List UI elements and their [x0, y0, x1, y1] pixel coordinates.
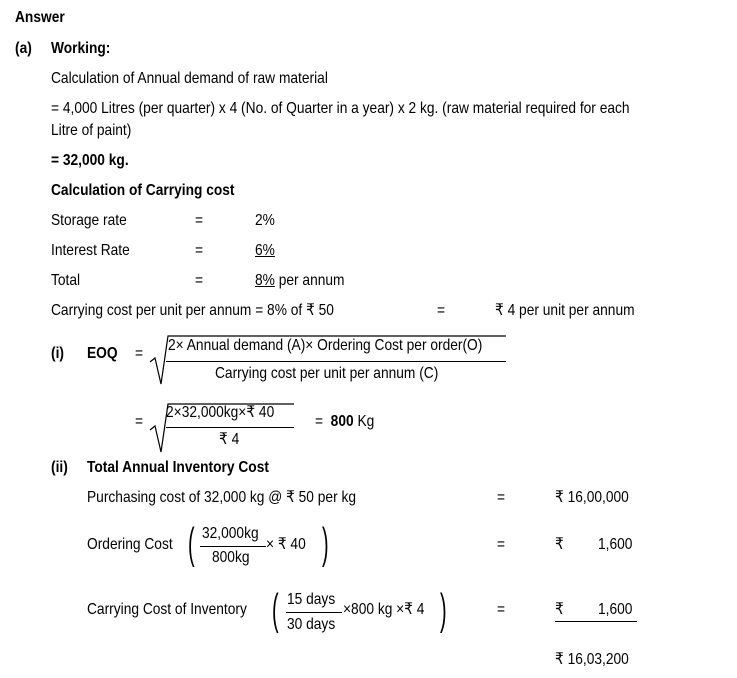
carrying-denominator: 30 days: [287, 616, 336, 633]
storage-rate-eq: =: [195, 212, 204, 229]
annual-demand-line1: = 4,000 Litres (per quarter) x 4 (No. of…: [51, 100, 630, 117]
grand-total: ₹ 16,03,200: [555, 651, 629, 668]
eoq-result: = 800 Kg: [315, 412, 374, 432]
per-unit-label: Carrying cost per unit per annum = 8% of…: [51, 302, 334, 319]
total-cost-title: Total Annual Inventory Cost: [87, 459, 269, 476]
eoq-result-eq: =: [315, 413, 324, 430]
eoq-formula-numerator: 2× Annual demand (A)× Ordering Cost per …: [168, 337, 483, 354]
total-rate-label: Total: [51, 272, 81, 289]
purchasing-eq: =: [497, 489, 506, 506]
eoq-formula-denominator: Carrying cost per unit per annum (C): [215, 365, 439, 382]
carrying-label: Carrying Cost of Inventory: [87, 601, 247, 618]
fraction-bar: [166, 427, 294, 428]
left-paren-icon: (: [188, 519, 195, 568]
part-a-label: (a): [15, 40, 32, 57]
answer-heading: Answer: [15, 9, 65, 26]
eoq-result-unit: Kg: [353, 413, 375, 430]
ordering-eq: =: [497, 536, 506, 553]
per-unit-value: ₹ 4 per unit per annum: [495, 302, 635, 319]
carrying-currency: ₹: [555, 601, 564, 618]
annual-demand-result: = 32,000 kg.: [51, 152, 129, 169]
ordering-multiplier: × ₹ 40: [266, 536, 306, 553]
per-unit-eq: =: [437, 302, 446, 319]
interest-rate-eq: =: [195, 242, 204, 259]
ordering-numerator: 32,000kg: [202, 525, 259, 542]
right-paren-icon: ): [322, 519, 329, 568]
eoq-calc-numerator: 2×32,000kg×₹ 40: [166, 404, 275, 421]
eoq-title: EOQ: [87, 345, 118, 362]
eoq-calc-eq: =: [135, 413, 144, 430]
total-cost-label: (ii): [51, 459, 68, 476]
carrying-cost-title: Calculation of Carrying cost: [51, 182, 235, 199]
purchasing-value: ₹ 16,00,000: [555, 489, 629, 506]
fraction-bar: [166, 361, 506, 362]
annual-demand-line2: Litre of paint): [51, 122, 132, 139]
total-rate-value: 8%: [255, 272, 275, 289]
right-paren-icon: ): [440, 585, 447, 634]
annual-demand-title: Calculation of Annual demand of raw mate…: [51, 70, 328, 87]
sqrt-icon: [149, 335, 506, 385]
total-underline: [555, 621, 637, 622]
carrying-value: 1,600: [598, 601, 633, 618]
sqrt-icon: [149, 403, 294, 453]
fraction-bar: [200, 546, 266, 547]
storage-rate-value: 2%: [255, 212, 275, 229]
eoq-calc-denominator: ₹ 4: [219, 431, 240, 448]
ordering-value: 1,600: [598, 536, 633, 553]
left-paren-icon: (: [272, 585, 279, 634]
eoq-label: (i): [51, 345, 64, 362]
total-rate-eq: =: [195, 272, 204, 289]
eoq-eq: =: [135, 345, 144, 362]
carrying-eq: =: [497, 601, 506, 618]
working-title: Working:: [51, 40, 111, 57]
ordering-denominator: 800kg: [212, 549, 250, 566]
total-rate: 8% per annum: [255, 271, 344, 291]
fraction-bar: [286, 612, 342, 613]
storage-rate-label: Storage rate: [51, 212, 127, 229]
purchasing-label: Purchasing cost of 32,000 kg @ ₹ 50 per …: [87, 489, 357, 506]
ordering-label: Ordering Cost: [87, 536, 173, 553]
carrying-numerator: 15 days: [287, 591, 336, 608]
total-rate-suffix: per annum: [274, 272, 345, 289]
ordering-currency: ₹: [555, 536, 564, 553]
eoq-result-value: 800: [330, 413, 354, 430]
interest-rate-label: Interest Rate: [51, 242, 130, 259]
interest-rate-value: 6%: [255, 242, 275, 259]
carrying-multiplier: ×800 kg ×₹ 4: [343, 601, 425, 618]
